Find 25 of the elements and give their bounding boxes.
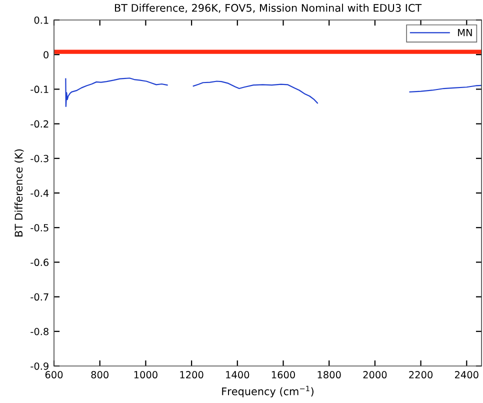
y-tick-label: -0.2 bbox=[30, 120, 48, 128]
y-tick-label: -0.5 bbox=[30, 224, 48, 232]
x-tick-label: 1400 bbox=[226, 371, 250, 378]
x-tick-label: 2200 bbox=[409, 371, 433, 378]
x-tick-label: 2400 bbox=[454, 371, 478, 378]
x-tick-label: 800 bbox=[91, 371, 108, 378]
x-tick-label: 1200 bbox=[180, 371, 204, 378]
x-tick-label: 600 bbox=[45, 371, 63, 378]
y-tick-label: -0.6 bbox=[30, 258, 49, 266]
x-tick-label: 2000 bbox=[363, 371, 387, 378]
y-tick-label: 0.1 bbox=[34, 16, 48, 24]
chart-title: BT Difference, 296K, FOV5, Mission Nominal with EDU3 ICT bbox=[114, 4, 422, 13]
x-tick-label: 1600 bbox=[272, 371, 295, 378]
x-axis-title: Frequency (cm$^{−1}$) bbox=[222, 386, 314, 398]
legend-label: MN bbox=[458, 29, 472, 36]
y-tick-label: -0.8 bbox=[30, 328, 48, 336]
y-axis-title: BT Difference (K) bbox=[14, 149, 24, 236]
y-tick-label: -0.4 bbox=[30, 189, 49, 197]
y-tick-label: -0.1 bbox=[30, 86, 48, 94]
y-tick-label: -0.3 bbox=[30, 154, 48, 162]
y-tick-label: -0.7 bbox=[30, 293, 48, 301]
x-tick-label: 1000 bbox=[134, 371, 158, 378]
y-tick-label: -0.9 bbox=[30, 362, 48, 370]
y-tick-label: 0 bbox=[44, 51, 48, 58]
x-tick-label: 1800 bbox=[318, 371, 341, 378]
